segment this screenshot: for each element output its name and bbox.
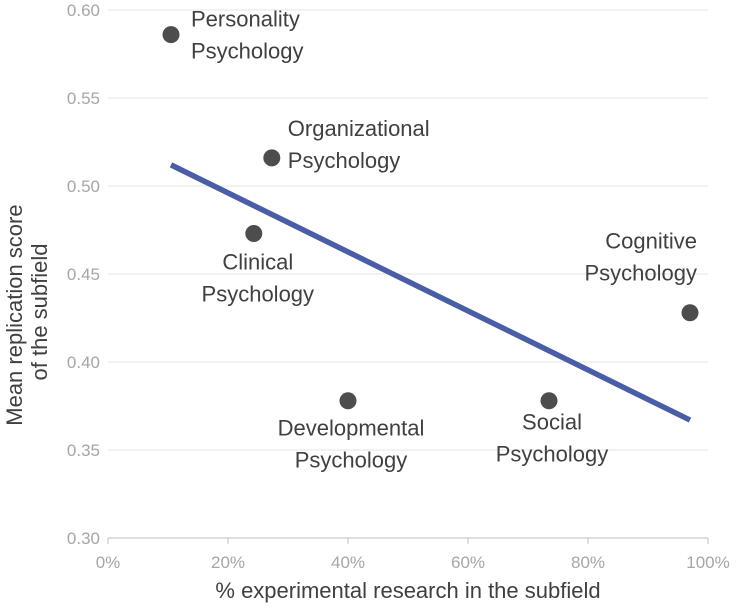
x-tick-label: 40%: [331, 553, 365, 572]
data-point: [162, 26, 180, 44]
point-label-line: Cognitive: [605, 229, 697, 254]
y-tick-label: 0.55: [67, 89, 100, 108]
x-tick-label: 20%: [211, 553, 245, 572]
tick-labels: 0.30 0.35 0.40 0.45 0.50 0.55 0.60 0% 20% 40% 60% 8…: [67, 1, 730, 572]
data-point: [339, 392, 357, 410]
point-label: Developmental Psychology: [278, 416, 425, 473]
point-label-line: Psychology: [288, 148, 401, 173]
y-tick-label: 0.45: [67, 265, 100, 284]
x-tick-label: 0%: [96, 553, 121, 572]
y-tick-label: 0.30: [67, 529, 100, 548]
point-label: Cognitive Psychology: [584, 229, 697, 286]
axes: [107, 537, 709, 544]
y-axis-title-line-1: Mean replication score: [2, 204, 27, 425]
point-label: Clinical Psychology: [202, 250, 315, 307]
point-label-line: Developmental: [278, 416, 425, 441]
point-label-line: Psychology: [584, 261, 697, 286]
data-point: [263, 149, 281, 167]
x-tick-label: 60%: [451, 553, 485, 572]
y-axis-title-line-2: of the subfield: [27, 244, 52, 381]
x-tick-label: 80%: [571, 553, 605, 572]
point-label: Social Psychology: [496, 410, 609, 467]
point-label: Organizational Psychology: [288, 116, 430, 173]
point-label: Personality Psychology: [191, 7, 304, 64]
trendline-group: [169, 162, 692, 423]
point-label-line: Organizational: [288, 116, 430, 141]
y-tick-label: 0.40: [67, 353, 100, 372]
x-axis-title: % experimental research in the subfield: [215, 578, 600, 603]
point-label-line: Psychology: [191, 39, 304, 64]
point-label-line: Social: [522, 410, 582, 435]
axis-titles: % experimental research in the subfield …: [2, 198, 601, 603]
y-tick-label: 0.35: [67, 441, 100, 460]
data-point: [245, 225, 263, 243]
x-tick-label: 100%: [686, 553, 729, 572]
y-tick-label: 0.60: [67, 1, 100, 20]
data-point: [540, 392, 558, 410]
point-label-line: Personality: [191, 7, 300, 32]
data-points: [162, 26, 699, 410]
point-labels: Personality Psychology Organizational Psych…: [191, 7, 697, 473]
data-point: [681, 304, 699, 322]
point-label-line: Psychology: [496, 442, 609, 467]
point-label-line: Psychology: [295, 448, 408, 473]
trendline: [169, 162, 692, 423]
y-tick-label: 0.50: [67, 177, 100, 196]
y-axis-title: Mean replication score of the subfield: [2, 198, 52, 425]
point-label-line: Psychology: [202, 282, 315, 307]
point-label-line: Clinical: [222, 250, 293, 275]
